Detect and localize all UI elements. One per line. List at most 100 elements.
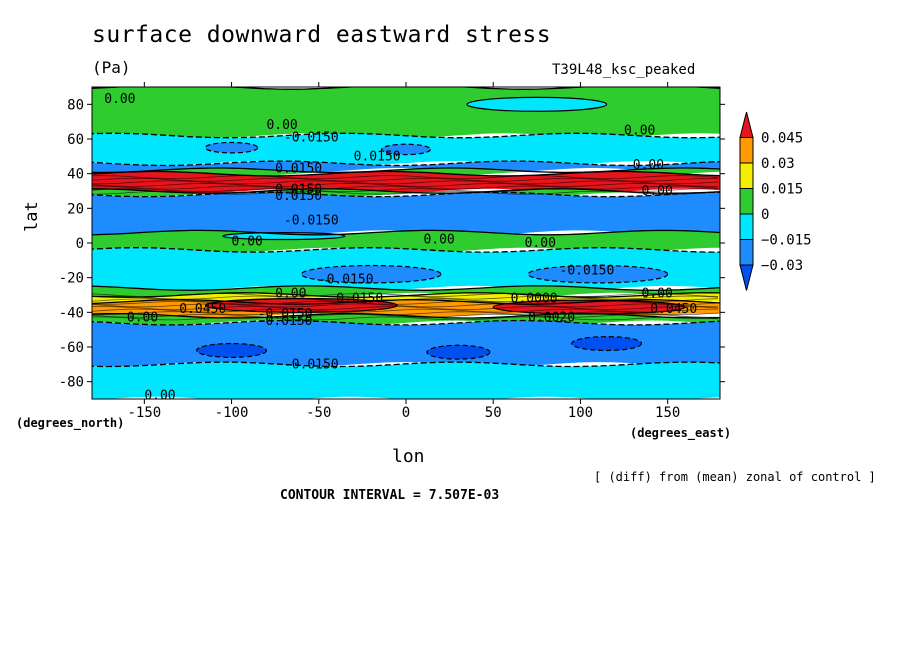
jet-contour-1 [92, 298, 719, 303]
contour-label: -0.0150 [284, 213, 339, 228]
jet-contour-0 [92, 175, 719, 180]
contour-label: 0.0150 [275, 161, 322, 176]
contour-label: 0.0000 [511, 291, 558, 306]
colorbar-swatch [739, 137, 754, 164]
jet-contour-1 [92, 316, 719, 321]
contour-label: 0.00 [624, 123, 655, 138]
x-tick-label: -50 [306, 405, 331, 421]
colorbar-label: 0.045 [761, 131, 803, 147]
contour-label: 0.00 [232, 234, 263, 249]
jet-contour-0 [92, 185, 719, 190]
jet-contour-1 [92, 308, 719, 313]
contour-label: 0.0150 [275, 182, 322, 197]
contour-label: 0.0150 [336, 291, 383, 306]
jet-contour-1 [92, 300, 719, 305]
jet-contour-1 [92, 293, 719, 297]
band-6 [92, 192, 720, 235]
x-axis-units: (degrees_east) [630, 426, 732, 440]
y-tick-label: -60 [59, 340, 84, 356]
colorbar-label: −0.015 [761, 233, 812, 249]
contour-label: -0.0150 [319, 272, 374, 287]
jet-contour-0 [92, 180, 719, 185]
contour-line-7 [92, 229, 720, 236]
y-axis-units: (degrees_north) [16, 416, 125, 430]
contour-label: -0.0150 [284, 357, 339, 372]
x-tick-label: 0 [402, 405, 410, 421]
jet-contour-1 [92, 303, 719, 308]
x-tick-label: -150 [127, 405, 161, 421]
contour-line-6 [92, 191, 720, 198]
y-tick-label: -40 [59, 305, 84, 321]
band-9 [92, 285, 720, 298]
jet-contour-1 [92, 313, 718, 318]
jet-contour-0 [92, 188, 719, 193]
colorbar-label: 0 [761, 207, 769, 223]
y-tick-label: 80 [67, 97, 84, 113]
contour-line-4 [92, 170, 720, 177]
contour-line-14 [92, 361, 720, 368]
y-tick-label: -20 [59, 271, 84, 287]
x-tick-label: 150 [655, 405, 680, 421]
chart-title: surface downward eastward stress [92, 22, 552, 48]
patch-2 [196, 342, 268, 359]
jet-contour-0 [92, 190, 719, 195]
colorbar-swatch [739, 188, 754, 215]
contour-label: 0.0450 [650, 302, 697, 317]
colorbar-label: 0.03 [761, 156, 795, 172]
y-tick-label: 40 [67, 167, 84, 183]
contour-label: 0.0150 [275, 189, 322, 204]
contour-line-2 [92, 160, 720, 167]
patch-5 [380, 143, 432, 156]
contour-label: 0.00 [642, 286, 673, 301]
x-tick-label: 50 [485, 405, 502, 421]
contour-interval: CONTOUR INTERVAL = 7.507E-03 [280, 488, 500, 503]
contour-label: 0.00 [423, 233, 454, 248]
contour-label: -0.0150 [284, 130, 339, 145]
contour-label: 0.00 [633, 158, 664, 173]
colorbar-swatch [739, 239, 754, 266]
footnote: [ (diff) from (mean) zonal of control ] [594, 470, 876, 484]
y-tick-label: 60 [67, 132, 84, 148]
contour-line-3 [92, 167, 720, 174]
colorbar-label: −0.03 [761, 258, 803, 274]
colorbar-swatch [739, 213, 754, 240]
contour-label: 0.00 [275, 286, 306, 301]
chart-units: (Pa) [92, 58, 131, 77]
patch-8 [527, 264, 669, 284]
colorbar-arrow-top [739, 111, 754, 138]
jet-contour-1 [92, 306, 719, 310]
patch-7 [300, 264, 442, 284]
contour-label: 0.00 [104, 92, 135, 107]
contour-label: 0.00 [642, 184, 673, 199]
jet-contour-1 [92, 311, 719, 316]
y-tick-label: 20 [67, 201, 84, 217]
patch-3 [426, 344, 491, 360]
contour-line-13 [92, 319, 720, 326]
colorbar-label: 0.015 [761, 182, 803, 198]
x-tick-label: -100 [215, 405, 249, 421]
contour-label: 0.00 [144, 389, 175, 404]
contour-label: 0.0020 [528, 311, 575, 326]
band-14 [92, 362, 720, 399]
contour-label: 0.0150 [354, 149, 401, 164]
contour-label: -0.0150 [258, 314, 313, 329]
contour-label: 0.00 [127, 311, 158, 326]
contour-line-9 [92, 285, 720, 291]
contour-line-1 [92, 132, 720, 139]
colorbar-swatch [739, 162, 754, 189]
jet-contour-0 [92, 182, 718, 187]
y-tick-label: 0 [76, 236, 84, 252]
x-tick-label: 100 [568, 405, 593, 421]
patch-6 [204, 141, 259, 154]
contour-label: -0.0150 [258, 307, 313, 322]
contour-label: 0.00 [525, 236, 556, 251]
patch-4 [571, 336, 643, 352]
contour-label: 0.0450 [179, 302, 226, 317]
contour-line-8 [92, 247, 720, 253]
patch-10 [466, 96, 608, 112]
contour-line-12 [92, 312, 720, 319]
contour-label: 0.00 [266, 118, 297, 133]
experiment-label: T39L48_ksc_peaked [552, 62, 696, 78]
